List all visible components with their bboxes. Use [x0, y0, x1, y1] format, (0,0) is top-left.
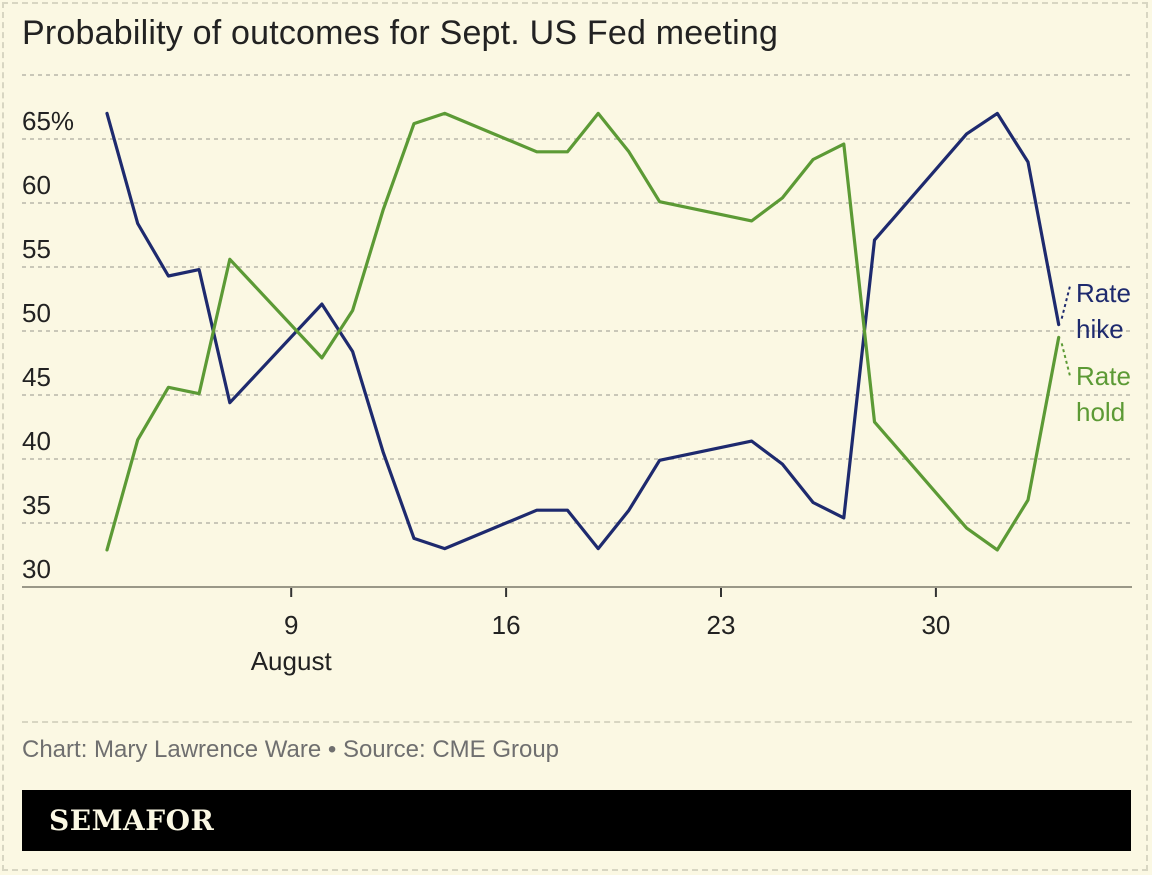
series-line-rate-hold	[105, 111, 1061, 552]
y-tick-label: 60	[22, 170, 51, 200]
series-label-leader	[1060, 285, 1071, 319]
series-label: hold	[1076, 397, 1125, 427]
y-tick-label: 35	[22, 490, 51, 520]
footer-divider	[22, 721, 1132, 723]
y-tick-label: 40	[22, 426, 51, 456]
x-tick-label: 16	[492, 610, 521, 640]
y-tick-label: 65%	[22, 106, 74, 136]
y-tick-label: 55	[22, 234, 51, 264]
series-label: hike	[1076, 314, 1124, 344]
x-tick-label: 9	[284, 610, 298, 640]
y-tick-label: 30	[22, 554, 51, 584]
x-tick-label: 30	[921, 610, 950, 640]
y-tick-label: 45	[22, 362, 51, 392]
x-month-label: August	[251, 646, 333, 676]
y-tick-label: 50	[22, 298, 51, 328]
brand-logo: SEMAFOR	[49, 804, 215, 837]
brand-bar: SEMAFOR	[22, 790, 1131, 851]
series-label: Rate	[1076, 361, 1131, 391]
series-label-leader	[1060, 343, 1071, 377]
chart-title: Probability of outcomes for Sept. US Fed…	[22, 14, 779, 52]
series-label: Rate	[1076, 278, 1131, 308]
series-line-rate-hike	[105, 111, 1061, 551]
chart-credit: Chart: Mary Lawrence Ware • Source: CME …	[22, 736, 560, 763]
x-tick-label: 23	[707, 610, 736, 640]
